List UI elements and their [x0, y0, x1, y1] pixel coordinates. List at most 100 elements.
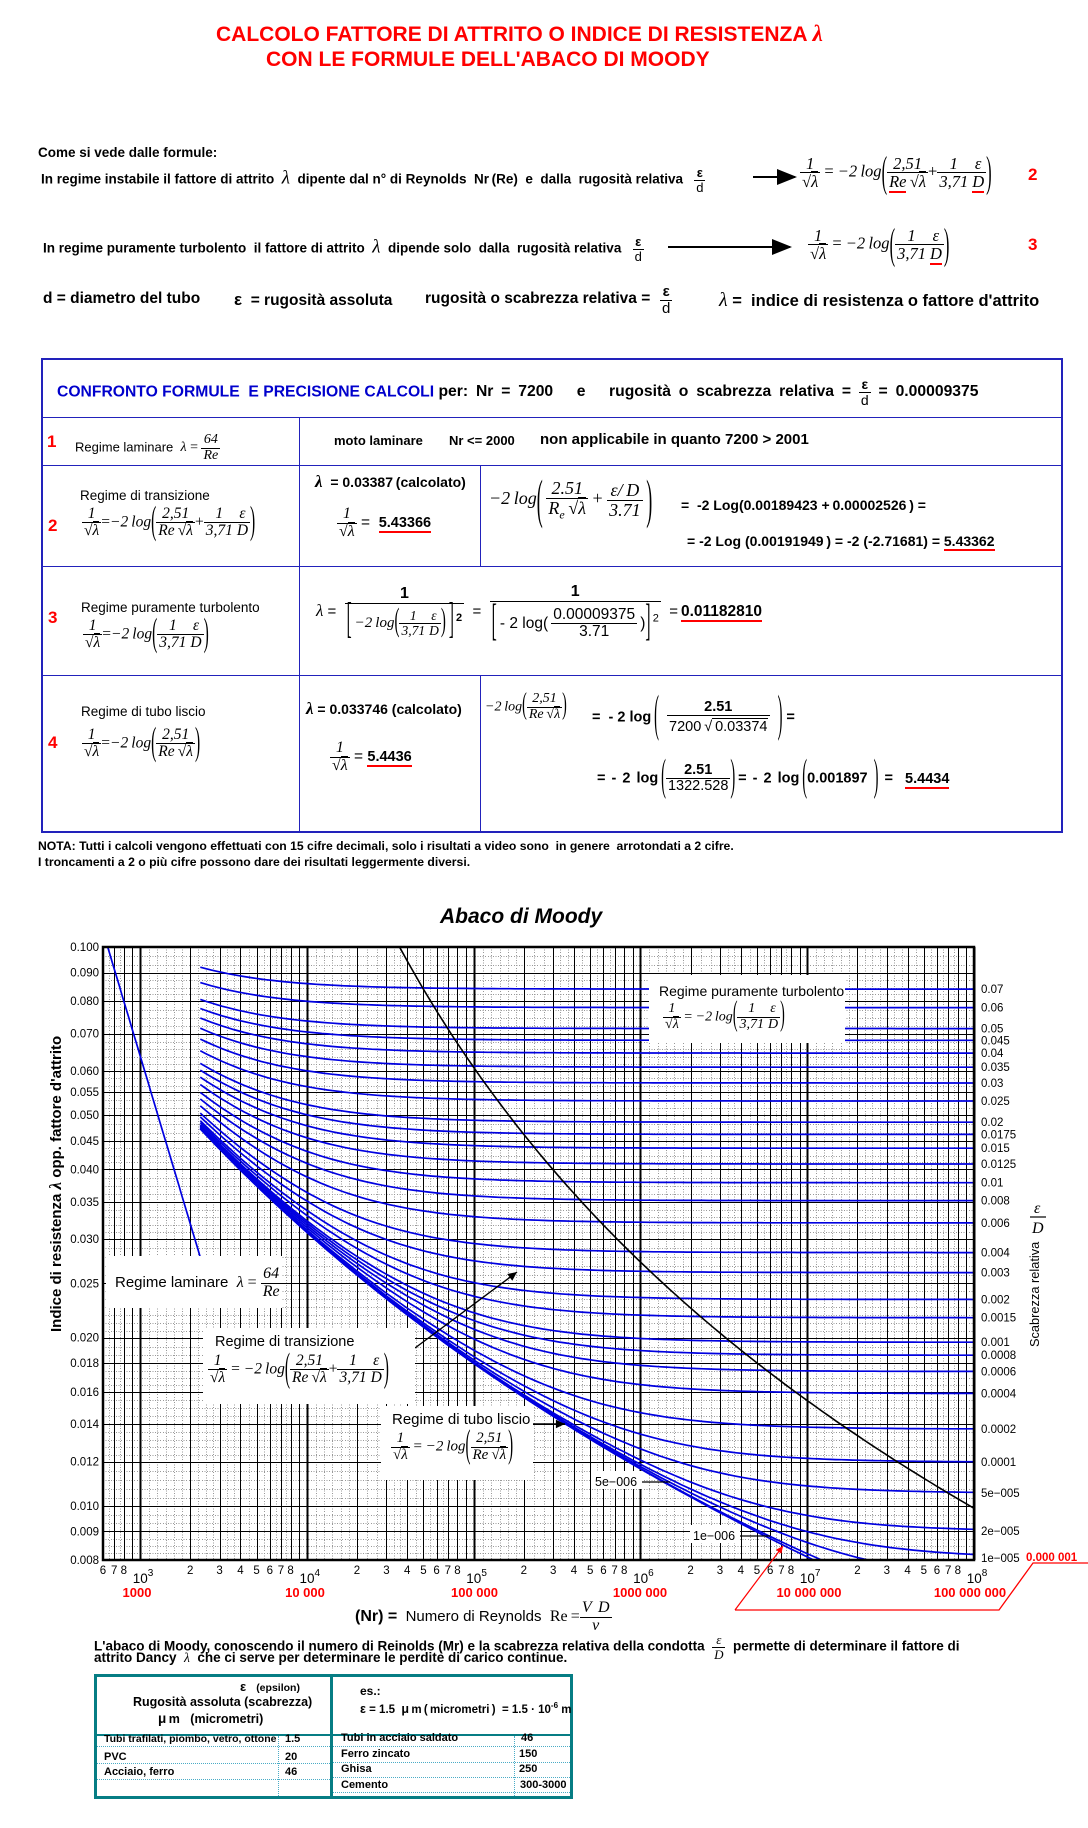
svg-text:4: 4 [237, 1565, 244, 1577]
svg-text:0.006: 0.006 [981, 1218, 1010, 1230]
svg-text:7: 7 [611, 1565, 617, 1577]
svg-text:8: 8 [454, 1565, 460, 1577]
svg-text:0.07: 0.07 [981, 984, 1003, 996]
svg-text:3: 3 [550, 1565, 556, 1577]
svg-text:0.030: 0.030 [70, 1234, 99, 1246]
svg-text:5: 5 [921, 1565, 927, 1577]
svg-text:0.06: 0.06 [981, 1003, 1003, 1015]
svg-text:4: 4 [404, 1565, 411, 1577]
svg-text:4: 4 [571, 1565, 578, 1577]
svg-text:6: 6 [433, 1565, 439, 1577]
svg-text:0.020: 0.020 [70, 1333, 99, 1345]
svg-text:0.090: 0.090 [70, 968, 99, 980]
svg-text:4: 4 [738, 1565, 745, 1577]
svg-text:6: 6 [934, 1565, 940, 1577]
svg-text:2: 2 [687, 1565, 693, 1577]
svg-text:0.060: 0.060 [70, 1066, 99, 1078]
svg-text:0.018: 0.018 [70, 1358, 99, 1370]
svg-text:Indice di resistenza λ opp.: Indice di resistenza λ opp. fattore d'at… [46, 1036, 65, 1332]
svg-text:0.008: 0.008 [981, 1196, 1010, 1208]
svg-text:D: D [1031, 1220, 1044, 1237]
svg-text:0.045: 0.045 [70, 1136, 99, 1148]
svg-text:0.045: 0.045 [981, 1035, 1010, 1047]
svg-text:0.0125: 0.0125 [981, 1159, 1016, 1171]
svg-text:7: 7 [111, 1565, 117, 1577]
svg-text:10 000 000: 10 000 000 [776, 1585, 841, 1600]
svg-text:0.050: 0.050 [70, 1110, 99, 1122]
svg-text:5e−006: 5e−006 [595, 1475, 637, 1489]
svg-text:7: 7 [278, 1565, 284, 1577]
svg-text:106: 106 [633, 1568, 654, 1586]
svg-text:100 000: 100 000 [451, 1585, 498, 1600]
svg-text:6: 6 [267, 1565, 273, 1577]
svg-text:0.0004: 0.0004 [981, 1389, 1017, 1401]
svg-text:7: 7 [945, 1565, 951, 1577]
svg-text:0.010: 0.010 [70, 1501, 99, 1513]
svg-text:ε: ε [1034, 1200, 1041, 1217]
svg-text:0.070: 0.070 [70, 1029, 99, 1041]
svg-text:0.035: 0.035 [70, 1197, 99, 1209]
svg-text:105: 105 [466, 1568, 487, 1586]
svg-text:5e−005: 5e−005 [981, 1488, 1020, 1500]
svg-text:0.0006: 0.0006 [981, 1367, 1016, 1379]
svg-text:3: 3 [717, 1565, 723, 1577]
svg-text:0.100: 0.100 [70, 942, 99, 954]
svg-text:8: 8 [121, 1565, 127, 1577]
svg-text:3: 3 [216, 1565, 222, 1577]
svg-text:0.016: 0.016 [70, 1387, 99, 1399]
svg-text:0.0002: 0.0002 [981, 1424, 1016, 1436]
svg-text:0.04: 0.04 [981, 1048, 1004, 1060]
svg-text:0.03: 0.03 [981, 1078, 1003, 1090]
svg-text:0.012: 0.012 [70, 1457, 99, 1469]
svg-text:0.0015: 0.0015 [981, 1313, 1016, 1325]
svg-text:0.008: 0.008 [70, 1555, 99, 1567]
svg-text:6: 6 [600, 1565, 606, 1577]
svg-text:Scabrezza relativa: Scabrezza relativa [1027, 1241, 1042, 1347]
svg-text:1000 000: 1000 000 [613, 1585, 667, 1600]
svg-text:0.0008: 0.0008 [981, 1350, 1016, 1362]
svg-text:0.025: 0.025 [981, 1096, 1010, 1108]
svg-text:8: 8 [621, 1565, 627, 1577]
svg-text:5: 5 [420, 1565, 426, 1577]
svg-text:0.0001: 0.0001 [981, 1457, 1016, 1469]
svg-text:2: 2 [854, 1565, 860, 1577]
svg-text:0.001: 0.001 [981, 1337, 1010, 1349]
svg-text:104: 104 [300, 1568, 321, 1586]
svg-text:7: 7 [778, 1565, 784, 1577]
svg-text:5: 5 [253, 1565, 259, 1577]
svg-text:5: 5 [587, 1565, 593, 1577]
svg-text:3: 3 [383, 1565, 389, 1577]
svg-text:0.0175: 0.0175 [981, 1129, 1016, 1141]
svg-text:7: 7 [445, 1565, 451, 1577]
svg-text:6: 6 [767, 1565, 773, 1577]
svg-text:5: 5 [754, 1565, 760, 1577]
svg-text:1000: 1000 [123, 1585, 152, 1600]
svg-text:1e−005: 1e−005 [981, 1553, 1020, 1565]
svg-text:0.035: 0.035 [981, 1062, 1010, 1074]
svg-text:4: 4 [904, 1565, 911, 1577]
svg-text:8: 8 [955, 1565, 961, 1577]
svg-text:0.002: 0.002 [981, 1295, 1010, 1307]
svg-text:0.080: 0.080 [70, 996, 99, 1008]
svg-text:3: 3 [884, 1565, 890, 1577]
svg-text:2: 2 [354, 1565, 360, 1577]
svg-text:0.015: 0.015 [981, 1143, 1010, 1155]
svg-text:103: 103 [133, 1568, 154, 1586]
svg-text:2e−005: 2e−005 [981, 1526, 1020, 1538]
svg-text:0.000 001: 0.000 001 [1026, 1552, 1078, 1564]
svg-text:0.040: 0.040 [70, 1164, 99, 1176]
svg-text:8: 8 [287, 1565, 293, 1577]
svg-text:0.014: 0.014 [70, 1419, 99, 1431]
svg-text:6: 6 [100, 1565, 106, 1577]
svg-text:8: 8 [788, 1565, 794, 1577]
svg-text:100 000 000: 100 000 000 [934, 1585, 1006, 1600]
svg-text:0.055: 0.055 [70, 1087, 99, 1099]
svg-text:0.009: 0.009 [70, 1526, 99, 1538]
svg-text:2: 2 [187, 1565, 193, 1577]
svg-text:0.05: 0.05 [981, 1024, 1003, 1036]
svg-text:0.004: 0.004 [981, 1248, 1010, 1260]
svg-text:2: 2 [521, 1565, 527, 1577]
svg-text:107: 107 [800, 1568, 821, 1586]
svg-text:0.02: 0.02 [981, 1117, 1003, 1129]
svg-text:0.025: 0.025 [70, 1279, 99, 1291]
